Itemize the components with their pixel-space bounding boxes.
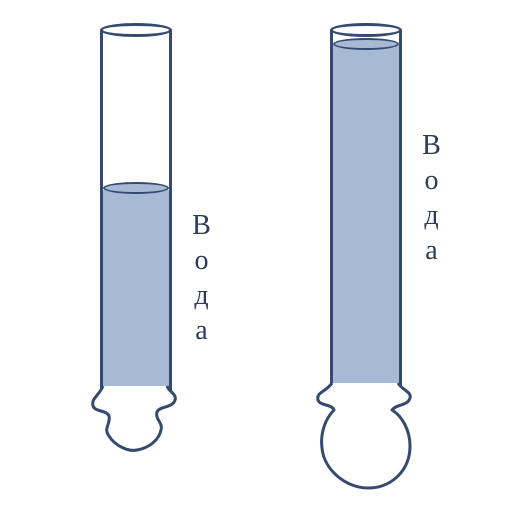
tube-opening-right xyxy=(330,23,402,37)
balloon-inflated xyxy=(306,380,426,495)
test-tube-left xyxy=(100,30,172,390)
water-label-left: Вода xyxy=(185,210,217,350)
tube-wall-left xyxy=(100,30,172,390)
tube-opening-left xyxy=(100,23,172,37)
test-tube-right xyxy=(330,30,402,390)
water-surface-right xyxy=(333,38,399,50)
water-label-right: Вода xyxy=(415,130,447,270)
tube-wall-right xyxy=(330,30,402,390)
diagram-container: Вода Вода xyxy=(0,0,530,508)
tube-left xyxy=(100,30,172,390)
tube-right xyxy=(330,30,402,390)
balloon-deflated xyxy=(81,382,191,462)
water-surface-left xyxy=(103,182,169,194)
